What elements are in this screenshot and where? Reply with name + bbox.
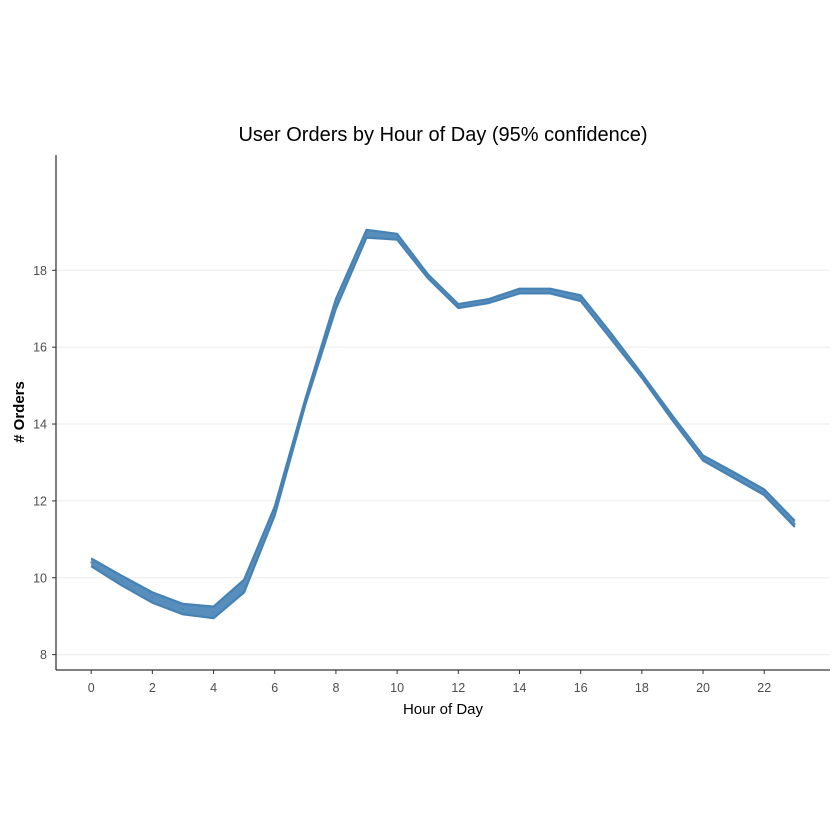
data-point [549, 290, 551, 292]
data-point [335, 303, 337, 305]
y-tick-label: 12 [33, 494, 47, 508]
y-tick-label: 14 [33, 418, 47, 432]
x-axis-title: Hour of Day [403, 701, 484, 718]
data-point [365, 232, 368, 235]
x-tick-label: 12 [451, 681, 465, 695]
data-point [610, 335, 613, 338]
x-tick-label: 0 [88, 681, 95, 695]
lower-bound-line [90, 236, 796, 620]
data-point [243, 585, 246, 587]
data-point [120, 579, 123, 582]
x-tick-label: 14 [513, 681, 527, 695]
x-axis-ticks: 0 2 4 6 8 10 12 14 16 18 20 22 [88, 670, 771, 695]
x-tick-label: 22 [757, 681, 771, 695]
data-point [702, 457, 704, 459]
data-point [793, 523, 796, 525]
data-point [488, 300, 490, 302]
data-point [304, 401, 307, 403]
data-point [273, 510, 276, 512]
x-tick-label: 4 [210, 681, 217, 695]
data-point [396, 235, 398, 238]
chart-title: User Orders by Hour of Day (95% confiden… [238, 124, 647, 146]
x-tick-label: 18 [635, 681, 649, 695]
x-tick-label: 10 [390, 681, 404, 695]
data-point [426, 275, 429, 277]
data-point [457, 305, 460, 307]
x-tick-label: 20 [696, 681, 710, 695]
x-tick-label: 2 [149, 681, 156, 695]
series-band [90, 228, 796, 620]
upper-bound-line [90, 228, 796, 608]
data-point [90, 561, 93, 564]
y-axis-ticks: 8 10 12 14 16 18 [33, 264, 56, 662]
x-tick-label: 6 [271, 681, 278, 695]
data-point [212, 611, 215, 614]
x-tick-label: 8 [332, 681, 339, 695]
data-point [732, 474, 735, 476]
gridlines [56, 269, 830, 656]
x-tick-label: 16 [574, 681, 588, 695]
y-tick-label: 8 [40, 648, 47, 662]
data-point [671, 417, 674, 419]
data-point [182, 608, 184, 610]
y-tick-label: 18 [33, 264, 47, 278]
data-point [641, 375, 643, 377]
data-point [518, 290, 521, 292]
data-point [151, 596, 154, 599]
y-axis-title: # Orders [11, 381, 28, 443]
data-point [763, 491, 766, 494]
y-tick-label: 10 [33, 571, 47, 585]
y-tick-label: 16 [33, 341, 47, 355]
data-point [579, 297, 582, 300]
